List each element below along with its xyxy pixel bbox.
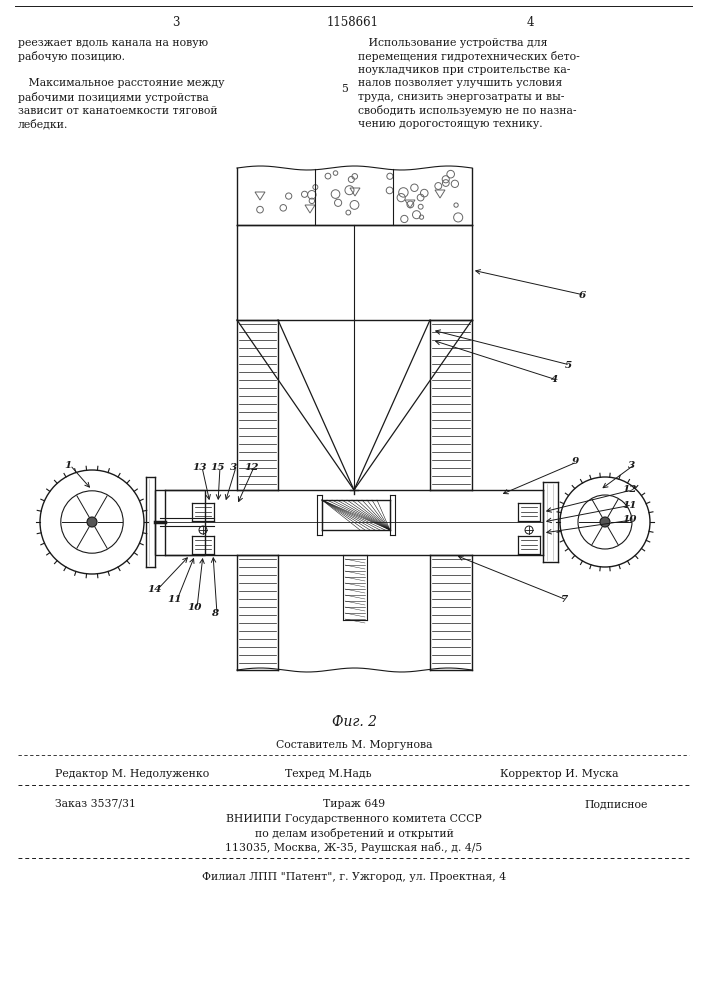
Text: 5: 5 [341, 85, 348, 95]
Text: 1158661: 1158661 [327, 15, 379, 28]
Text: 7: 7 [561, 595, 568, 604]
Text: 3: 3 [629, 460, 636, 470]
Text: Использование устройства для: Использование устройства для [358, 38, 547, 48]
Text: рабочими позициями устройства: рабочими позициями устройства [18, 92, 209, 103]
Text: 13: 13 [193, 462, 207, 472]
Text: Фиг. 2: Фиг. 2 [332, 715, 377, 729]
Text: 12: 12 [623, 486, 637, 494]
Text: 8: 8 [211, 609, 218, 618]
Text: по делам изобретений и открытий: по делам изобретений и открытий [255, 828, 453, 839]
Text: 4: 4 [526, 15, 534, 28]
Text: труда, снизить энергозатраты и вы-: труда, снизить энергозатраты и вы- [358, 92, 564, 102]
Circle shape [87, 517, 97, 527]
Text: 10: 10 [623, 516, 637, 524]
Text: Заказ 3537/31: Заказ 3537/31 [55, 799, 136, 809]
Text: 9: 9 [571, 458, 578, 466]
Text: Максимальное расстояние между: Максимальное расстояние между [18, 79, 225, 89]
Bar [155, 490, 205, 555]
Text: перемещения гидротехнических бето-: перемещения гидротехнических бето- [358, 51, 580, 62]
Text: Редактор М. Недолуженко: Редактор М. Недолуженко [55, 769, 209, 779]
Text: зависит от канатоемкости тяговой: зависит от канатоемкости тяговой [18, 105, 218, 115]
Text: Корректор И. Муска: Корректор И. Муска [500, 769, 619, 779]
Circle shape [600, 517, 610, 527]
Text: 11: 11 [623, 500, 637, 510]
Text: налов позволяет улучшить условия: налов позволяет улучшить условия [358, 79, 562, 89]
Text: 6: 6 [578, 290, 585, 300]
Text: Тираж 649: Тираж 649 [323, 799, 385, 809]
Text: 1: 1 [64, 460, 71, 470]
Text: 113035, Москва, Ж-35, Раушская наб., д. 4/5: 113035, Москва, Ж-35, Раушская наб., д. … [226, 842, 483, 853]
Text: 15: 15 [211, 462, 226, 472]
Text: ноукладчиков при строительстве ка-: ноукладчиков при строительстве ка- [358, 65, 571, 75]
Text: 3: 3 [173, 15, 180, 28]
Text: 4: 4 [551, 375, 559, 384]
Text: 12: 12 [245, 462, 259, 472]
Text: чению дорогостоящую технику.: чению дорогостоящую технику. [358, 119, 543, 129]
Text: 10: 10 [188, 603, 202, 612]
Text: лебедки.: лебедки. [18, 119, 69, 130]
Text: 11: 11 [168, 595, 182, 604]
Text: Техред М.Надь: Техред М.Надь [285, 769, 372, 779]
Text: ВНИИПИ Государственного комитета СССР: ВНИИПИ Государственного комитета СССР [226, 814, 482, 824]
Text: 3: 3 [230, 462, 238, 472]
Text: 14: 14 [148, 585, 162, 594]
Text: рабочую позицию.: рабочую позицию. [18, 51, 125, 62]
Text: 5: 5 [564, 360, 572, 369]
Text: Подписное: Подписное [585, 799, 648, 809]
Text: свободить используемую не по назна-: свободить используемую не по назна- [358, 105, 576, 116]
Text: Филиал ЛПП "Патент", г. Ужгород, ул. Проектная, 4: Филиал ЛПП "Патент", г. Ужгород, ул. Про… [202, 872, 506, 882]
Text: реезжает вдоль канала на новую: реезжает вдоль канала на новую [18, 38, 208, 48]
Text: Составитель М. Моргунова: Составитель М. Моргунова [276, 740, 432, 750]
